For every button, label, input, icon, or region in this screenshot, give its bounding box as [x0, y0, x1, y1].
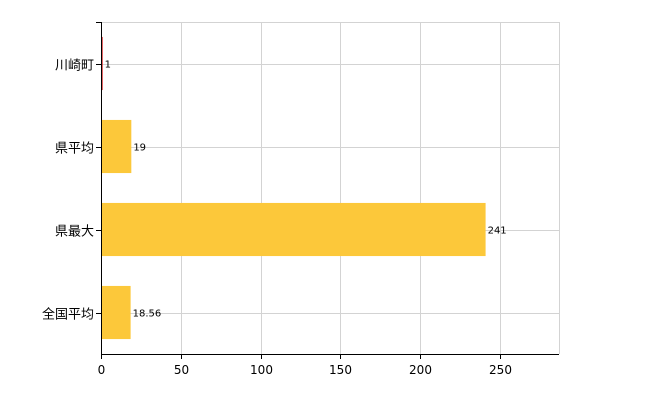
- bar-3: [101, 202, 486, 257]
- category-label-2: 県平均: [55, 142, 94, 157]
- bar-4: [101, 285, 131, 340]
- data-label-2: 19: [133, 143, 146, 154]
- x-tick-label-200: 200: [409, 363, 432, 377]
- category-label-3: 県最大: [55, 225, 94, 240]
- x-tick-label-250: 250: [489, 363, 512, 377]
- data-label-4: 18.56: [133, 309, 162, 320]
- x-tick-label-100: 100: [250, 363, 273, 377]
- x-tick-label-50: 50: [174, 363, 189, 377]
- grid: [101, 22, 560, 354]
- x-tick-label-0: 0: [98, 363, 106, 377]
- category-label-1: 川崎町: [55, 59, 94, 74]
- data-label-1: 1: [105, 60, 111, 71]
- category-label-4: 全国平均: [42, 307, 94, 323]
- bars: [101, 36, 486, 340]
- axes: [96, 22, 559, 359]
- x-tick-label-150: 150: [329, 363, 352, 377]
- bar-2: [101, 119, 132, 174]
- data-label-3: 241: [488, 226, 507, 237]
